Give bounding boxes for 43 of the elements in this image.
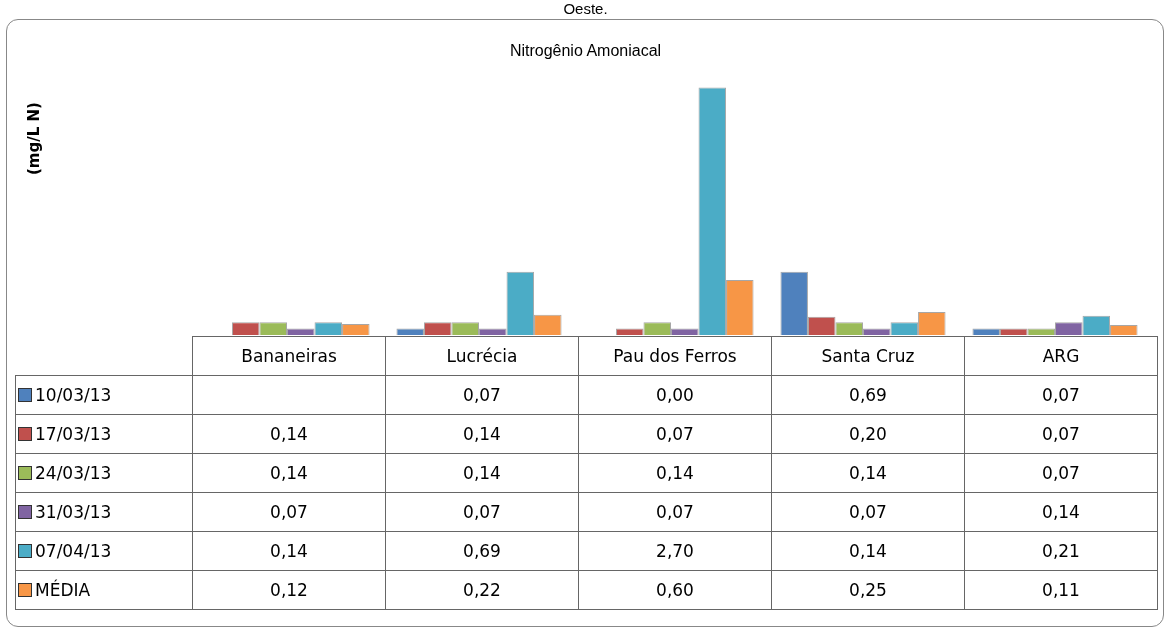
text: Oeste. [562,0,609,17]
legend-label: MÉDIA [15,570,193,610]
chart-title: Nitrogênio Amoniacal [508,42,663,60]
data-label: 0,21 [964,531,1158,571]
data-label: 0,14 [964,492,1158,532]
data-label: 0,14 [192,531,386,571]
data-label: 0,07 [192,492,386,532]
data-label: 0,14 [771,453,965,493]
text: (mg/L N) [25,102,44,175]
data-label: 0,20 [771,414,965,454]
data-label: 0,14 [385,453,579,493]
data-label: 0,14 [771,531,965,571]
data-label: 0,11 [964,570,1158,610]
data-label: 0,60 [578,570,772,610]
data-label: 0,07 [578,492,772,532]
data-label: 0,00 [578,375,772,415]
data-label: 0,25 [771,570,965,610]
legend-label: 07/04/13 [15,531,193,571]
data-label: 0,07 [964,453,1158,493]
data-label: 0,22 [385,570,579,610]
data-label: 0,12 [192,570,386,610]
data-label: 0,07 [385,375,579,415]
data-label: 0,07 [578,414,772,454]
data-label: 0,14 [578,453,772,493]
data-label: 0,07 [771,492,965,532]
data-label: 0,14 [192,453,386,493]
data-label: 0,14 [385,414,579,454]
x-tick-label: Santa Cruz [771,336,965,376]
legend-label: 10/03/13 [15,375,193,415]
data-label: 0,07 [964,375,1158,415]
data-label: 0,69 [771,375,965,415]
x-tick-label: Pau dos Ferros [578,336,772,376]
data-label: 0,14 [192,414,386,454]
data-label: 0,69 [385,531,579,571]
x-tick-label: Bananeiras [192,336,386,376]
data-label: 2,70 [578,531,772,571]
data-label: 0,07 [964,414,1158,454]
x-tick-label: Lucrécia [385,336,579,376]
x-tick-label: ARG [964,336,1158,376]
legend-label: 31/03/13 [15,492,193,532]
legend-label: 17/03/13 [15,414,193,454]
data-label: 0,07 [385,492,579,532]
legend-label: 24/03/13 [15,453,193,493]
